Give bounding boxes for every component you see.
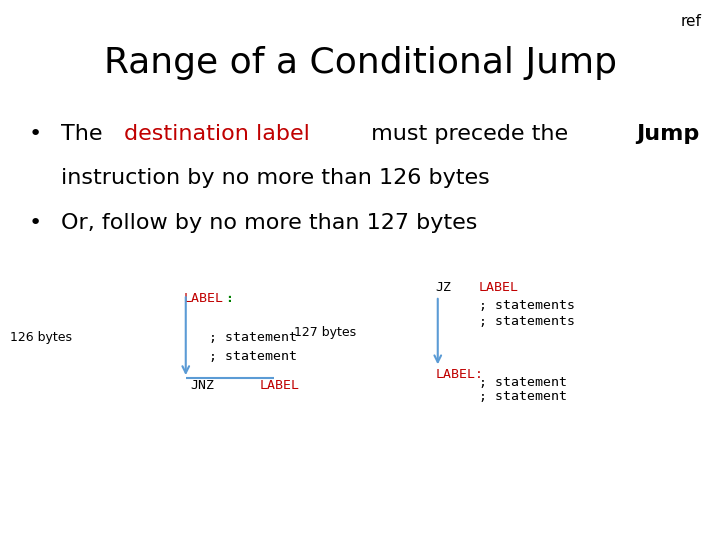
Text: Range of a Conditional Jump: Range of a Conditional Jump: [104, 46, 616, 80]
Text: LABEL: LABEL: [479, 281, 519, 294]
Text: Jump: Jump: [636, 124, 700, 144]
Text: ; statements: ; statements: [479, 299, 575, 312]
Text: •: •: [29, 213, 42, 233]
Text: LABEL: LABEL: [184, 292, 224, 305]
Text: JZ: JZ: [436, 281, 451, 294]
Text: 126 bytes: 126 bytes: [10, 331, 72, 344]
Text: ; statement: ; statement: [209, 331, 297, 344]
Text: LABEL: LABEL: [259, 379, 300, 392]
Text: must precede the: must precede the: [364, 124, 575, 144]
Text: 127 bytes: 127 bytes: [294, 326, 356, 339]
Text: ; statement: ; statement: [479, 390, 567, 403]
Text: •: •: [29, 124, 42, 144]
Text: LABEL:: LABEL:: [436, 368, 484, 381]
Text: ; statement: ; statement: [209, 350, 297, 363]
Text: ; statements: ; statements: [479, 315, 575, 328]
Text: Or, follow by no more than 127 bytes: Or, follow by no more than 127 bytes: [61, 213, 477, 233]
Text: ; statement: ; statement: [479, 376, 567, 389]
Text: The: The: [61, 124, 110, 144]
Text: instruction by no more than 126 bytes: instruction by no more than 126 bytes: [61, 168, 490, 188]
Text: :: :: [225, 292, 233, 305]
Text: JNZ: JNZ: [191, 379, 215, 392]
Text: destination label: destination label: [124, 124, 310, 144]
Text: ref: ref: [681, 14, 702, 29]
